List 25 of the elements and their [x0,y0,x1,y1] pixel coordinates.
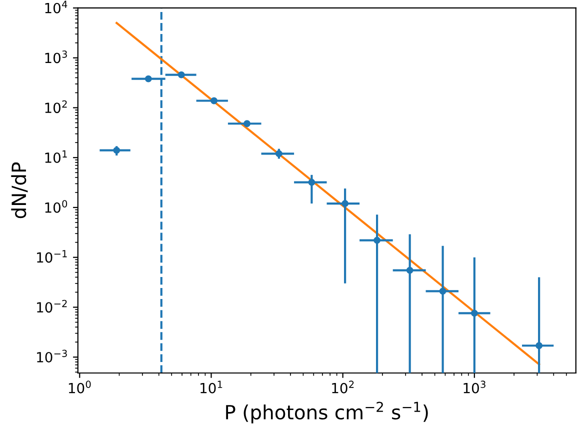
y-axis-title: dN/dP [11,162,28,218]
x-tick-label: 10$^{3}$ [464,380,486,394]
y-tick-label: 10$^{4}$ [45,0,68,14]
x-tick-label: 10$^{2}$ [332,380,354,394]
point [178,71,185,78]
y-tick-label: 10$^{0}$ [45,200,68,213]
point [470,310,478,317]
x-tick-label: 10$^{1}$ [200,380,222,394]
y-tick-label: 10$^{−2}$ [37,300,67,313]
y-tick-label: 10$^{−3}$ [37,350,67,362]
x-axis-title: P (photons cm$^{−2}$ s$^{−1}$) [226,402,428,424]
y-tick-label: 10$^{3}$ [45,50,67,64]
point [275,150,282,158]
point [374,236,381,244]
point [308,178,316,186]
y-tick-label: 10$^{2}$ [45,100,67,114]
point [342,200,349,207]
y-tick-label: 10$^{−1}$ [37,250,67,263]
point [113,146,120,154]
point [210,97,218,104]
point [144,75,152,82]
x-tick-label: 10$^{0}$ [68,380,91,394]
point [406,266,414,274]
point [439,288,446,295]
y-tick-label: 10$^{1}$ [45,150,67,163]
